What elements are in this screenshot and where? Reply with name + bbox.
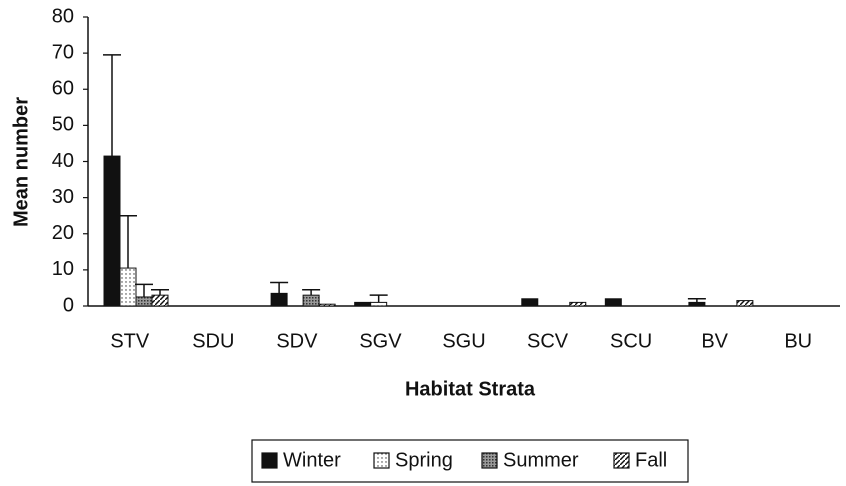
bar xyxy=(135,296,153,307)
error-bar xyxy=(302,288,321,296)
bar xyxy=(119,267,137,307)
error-bar xyxy=(270,281,289,294)
y-tick-label: 40 xyxy=(52,150,74,172)
x-tick-label: BV xyxy=(701,330,728,352)
y-tick-label: 70 xyxy=(52,41,74,63)
error-bar xyxy=(119,214,137,269)
y-tick-label: 60 xyxy=(52,78,74,100)
bar xyxy=(604,298,622,307)
bar xyxy=(103,155,121,307)
x-tick-label: BU xyxy=(784,330,812,352)
bar xyxy=(318,303,336,307)
legend-label: Spring xyxy=(395,449,453,471)
bar xyxy=(354,301,372,307)
bar xyxy=(151,294,169,307)
legend-swatch xyxy=(373,452,390,469)
bar xyxy=(370,301,388,307)
bar xyxy=(569,301,587,307)
legend-label: Summer xyxy=(503,449,579,471)
legend-swatch xyxy=(613,452,630,469)
x-tick-label: STV xyxy=(110,330,150,352)
error-bar xyxy=(687,298,706,303)
y-tick-label: 80 xyxy=(52,5,74,27)
bar xyxy=(270,292,288,307)
error-bar xyxy=(135,283,153,297)
legend-swatch xyxy=(261,452,278,469)
legend-label: Fall xyxy=(635,449,667,471)
bar xyxy=(736,300,754,307)
bar xyxy=(521,298,539,307)
legend: Winter Spring Summer Fall xyxy=(261,449,667,471)
legend-label: Winter xyxy=(283,449,341,471)
error-bar xyxy=(151,288,169,296)
y-tick-label: 30 xyxy=(52,186,74,208)
y-axis-title: Mean number xyxy=(10,97,32,227)
x-tick-label: SCU xyxy=(610,330,652,352)
bar xyxy=(688,301,706,307)
x-tick-label: SGU xyxy=(442,330,485,352)
bar xyxy=(302,294,320,307)
x-tick-label: SDU xyxy=(192,330,234,352)
x-axis-title: Habitat Strata xyxy=(405,378,536,400)
error-bar xyxy=(369,294,388,303)
legend-swatch xyxy=(481,452,498,469)
y-tick-label: 10 xyxy=(52,258,74,280)
y-tick-label: 50 xyxy=(52,114,74,136)
y-tick-label: 0 xyxy=(63,294,74,316)
y-tick-label: 20 xyxy=(52,222,74,244)
x-tick-label: SCV xyxy=(527,330,569,352)
x-tick-label: SGV xyxy=(359,330,402,352)
x-tick-label: SDV xyxy=(276,330,318,352)
error-bar xyxy=(103,54,121,157)
